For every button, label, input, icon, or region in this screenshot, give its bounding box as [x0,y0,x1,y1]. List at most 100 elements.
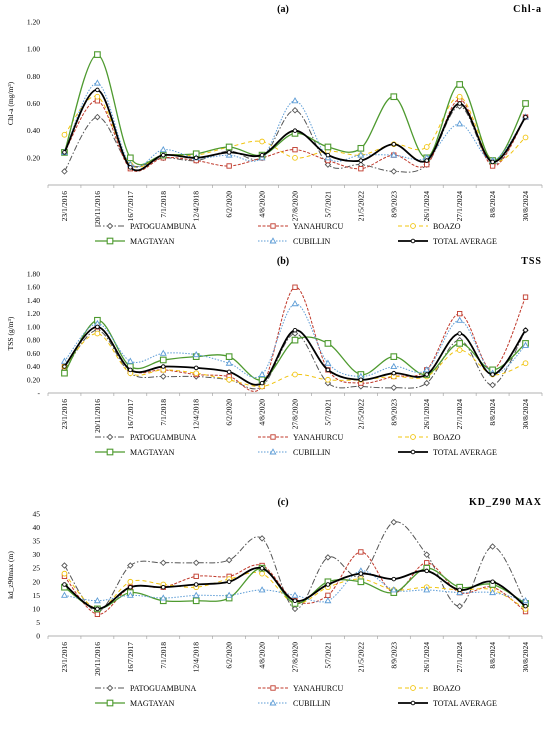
data-point-cubillin [291,591,299,598]
data-point-cubillin [225,359,233,366]
x-tick-label: 30/8/2024 [521,642,530,673]
data-point-total-average [424,158,429,163]
y-tick-label: 1.00 [27,45,40,54]
x-tick-label: 27/1/2024 [455,642,464,673]
legend-item-cubillin: CUBILLIN [258,448,331,457]
y-tick-label: 0.40 [27,362,40,371]
data-point-cubillin [159,349,167,356]
legend-item-total-average: TOTAL AVERAGE [398,699,497,708]
series-total-average [62,324,528,386]
data-point-total-average [490,579,495,585]
legend-marker [410,685,416,691]
x-tick-label: 20/11/2016 [93,642,102,676]
data-point-patoguambuna [160,373,167,380]
data-point-total-average [226,369,232,375]
data-point-total-average [358,571,364,576]
x-tick-label: 27/1/2024 [455,399,464,430]
data-point-boazo [292,371,298,378]
data-point-cubillin [456,120,464,127]
y-tick-label: 1.60 [27,283,40,292]
data-point-boazo [456,347,463,353]
data-point-total-average [457,587,462,593]
data-point-patoguambuna [192,559,200,567]
y-tick-label: 0.60 [27,99,40,108]
y-tick-label: 10 [33,604,41,613]
legend-item-total-average: TOTAL AVERAGE [398,237,497,246]
data-point-total-average [226,150,232,155]
data-point-cubillin [192,350,200,358]
legend-label: CUBILLIN [293,699,331,708]
data-point-cubillin [291,97,299,104]
data-point-total-average [292,598,298,604]
legend-marker [270,223,276,229]
data-point-cubillin [291,300,299,307]
data-point-total-average [391,370,397,376]
data-point-yanahurcu [457,311,463,317]
legend-marker [410,700,416,706]
data-point-total-average [358,377,364,383]
x-tick-label: 7/1/2018 [159,191,168,218]
series-line-patoguambuna [64,105,526,173]
data-point-magtayan [94,51,101,58]
x-tick-label: 16/7/2017 [126,191,135,222]
data-point-patoguambuna [291,605,299,613]
legend-marker [106,699,114,707]
legend-marker [270,685,276,691]
x-tick-label: 4/8/2020 [258,642,267,669]
series-line-cubillin [64,570,526,603]
legend-item-magtayan: MAGTAYAN [95,448,175,457]
x-tick-label: 12/4/2018 [192,191,201,222]
data-point-patoguambuna [258,535,266,542]
legend-label: TOTAL AVERAGE [433,448,497,457]
y-tick-label: - [38,389,41,398]
data-point-boazo [522,134,529,141]
data-point-boazo [423,144,430,150]
data-point-cubillin [93,597,101,604]
data-point-cubillin [456,588,464,596]
data-point-patoguambuna [324,161,332,168]
data-point-magtayan [159,356,167,364]
data-point-cubillin [126,591,134,598]
legend-marker [410,434,416,440]
legend-label: BOAZO [433,433,461,442]
data-point-yanahurcu [292,284,298,290]
x-tick-label: 4/8/2020 [258,399,267,426]
legend-label: MAGTAYAN [130,699,175,708]
data-point-total-average [358,158,364,163]
data-point-total-average [424,372,429,377]
legend-marker [269,699,277,706]
data-point-cubillin [390,586,398,593]
data-point-cubillin [60,357,68,364]
x-tick-label: 30/8/2024 [521,399,530,430]
x-tick-label: 12/4/2018 [192,399,201,430]
data-point-total-average [457,101,462,106]
legend-label: TOTAL AVERAGE [433,237,497,246]
y-tick-label: 0 [36,632,40,641]
data-point-patoguambuna [423,379,430,387]
y-tick-label: 15 [33,591,41,600]
legend-item-boazo: BOAZO [398,684,461,693]
data-point-total-average [95,606,100,612]
y-tick-label: 1.20 [27,18,40,27]
x-tick-label: 6/2/2020 [225,399,234,426]
data-point-magtayan [225,143,233,151]
data-point-total-average [193,582,199,587]
y-axis-label: Chl-a (mg/m³) [6,81,15,125]
data-point-total-average [292,327,298,333]
x-tick-label: 27/8/2020 [291,191,300,222]
data-point-cubillin [324,154,332,161]
series-magtayan [61,316,529,384]
series-line-boazo [64,571,526,610]
x-tick-label: 20/11/2016 [93,399,102,433]
x-tick-label: 7/1/2018 [159,642,168,669]
y-tick-label: 35 [33,537,41,546]
y-tick-label: 1.20 [27,309,40,318]
data-point-magtayan [61,369,68,377]
x-tick-label: 4/8/2020 [258,191,267,218]
series-line-patoguambuna [64,329,526,390]
data-point-cubillin [225,151,233,158]
data-point-magtayan [390,353,398,360]
y-tick-label: 5 [36,618,40,627]
data-point-total-average [193,155,199,161]
